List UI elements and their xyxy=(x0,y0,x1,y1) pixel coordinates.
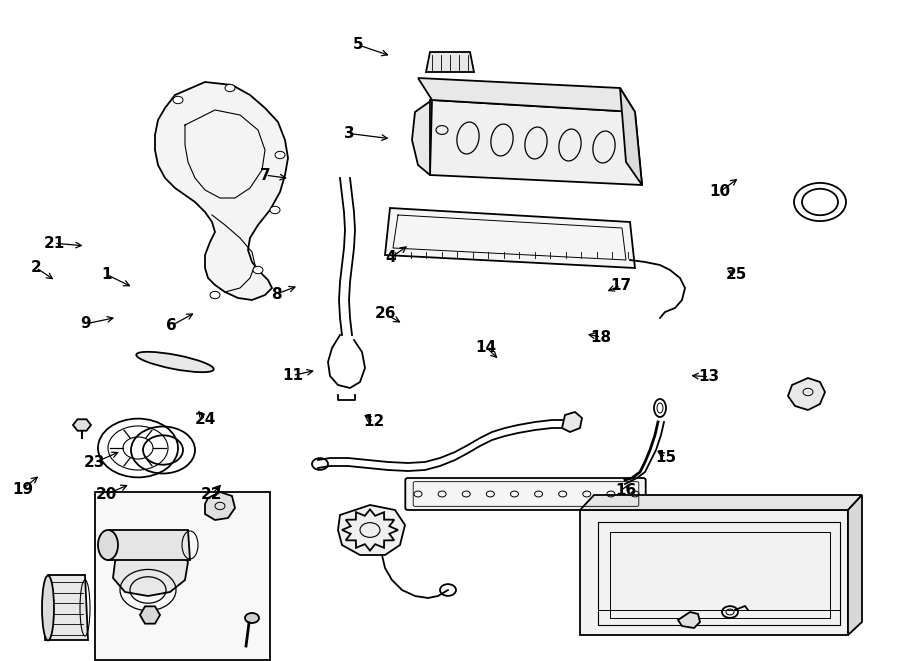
Text: 9: 9 xyxy=(80,317,91,331)
Polygon shape xyxy=(580,510,848,635)
Polygon shape xyxy=(73,419,91,431)
Text: 13: 13 xyxy=(698,369,720,384)
Polygon shape xyxy=(620,88,642,185)
Polygon shape xyxy=(108,530,190,560)
Circle shape xyxy=(275,151,285,159)
Text: 8: 8 xyxy=(271,287,282,301)
Text: 14: 14 xyxy=(475,340,497,354)
Polygon shape xyxy=(385,208,635,268)
Polygon shape xyxy=(678,612,700,628)
Circle shape xyxy=(210,292,220,299)
Polygon shape xyxy=(113,542,188,596)
Text: 4: 4 xyxy=(385,251,396,265)
Text: 18: 18 xyxy=(590,330,612,344)
Text: 17: 17 xyxy=(610,278,632,293)
Polygon shape xyxy=(418,78,635,112)
Polygon shape xyxy=(412,100,432,175)
Polygon shape xyxy=(788,378,825,410)
Text: 19: 19 xyxy=(12,482,33,496)
Polygon shape xyxy=(562,412,582,432)
Text: 5: 5 xyxy=(353,38,364,52)
Text: 2: 2 xyxy=(31,260,41,275)
Text: 22: 22 xyxy=(201,487,222,502)
Polygon shape xyxy=(338,505,405,555)
Polygon shape xyxy=(426,52,474,72)
Polygon shape xyxy=(45,575,88,640)
Polygon shape xyxy=(205,492,235,520)
FancyBboxPatch shape xyxy=(405,478,645,510)
Text: 15: 15 xyxy=(655,450,677,465)
Text: 23: 23 xyxy=(84,455,105,470)
Text: 1: 1 xyxy=(101,267,112,282)
Circle shape xyxy=(253,266,263,274)
Text: 16: 16 xyxy=(615,483,636,498)
Circle shape xyxy=(225,85,235,92)
Polygon shape xyxy=(430,100,642,185)
Polygon shape xyxy=(580,495,862,510)
Circle shape xyxy=(270,206,280,214)
Text: 12: 12 xyxy=(363,414,384,429)
Ellipse shape xyxy=(42,576,54,641)
Polygon shape xyxy=(342,510,398,551)
Text: 10: 10 xyxy=(709,184,731,199)
Text: 20: 20 xyxy=(95,487,117,502)
Text: 24: 24 xyxy=(194,412,216,427)
Polygon shape xyxy=(155,82,288,300)
Text: 11: 11 xyxy=(282,368,303,383)
Ellipse shape xyxy=(245,613,259,623)
Text: 3: 3 xyxy=(344,126,355,141)
Circle shape xyxy=(173,97,183,104)
Text: 6: 6 xyxy=(166,319,176,333)
Text: 25: 25 xyxy=(725,267,747,282)
Ellipse shape xyxy=(98,530,118,560)
Bar xyxy=(95,492,270,660)
Polygon shape xyxy=(848,495,862,635)
Text: 7: 7 xyxy=(260,168,271,182)
Text: 21: 21 xyxy=(43,236,65,251)
Polygon shape xyxy=(140,606,160,624)
Text: 26: 26 xyxy=(374,307,396,321)
Ellipse shape xyxy=(136,352,213,372)
